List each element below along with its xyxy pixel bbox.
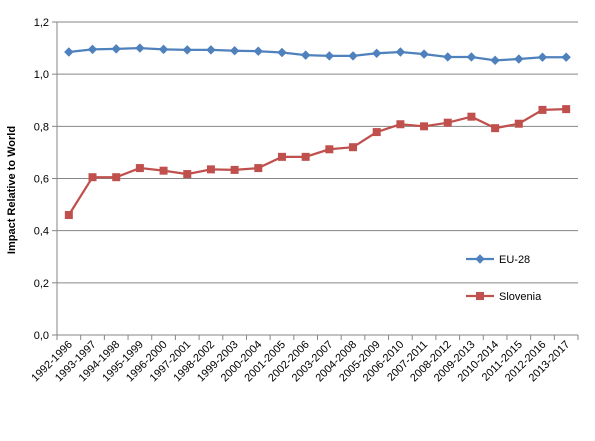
data-point-eu-28 <box>537 52 548 62</box>
y-tick-label: 0,2 <box>34 278 49 290</box>
y-tick-labels: 0,0 0,2 0,4 0,6 0,8 1,0 1,2 <box>34 17 49 342</box>
data-point-slovenia <box>254 164 263 173</box>
data-point-slovenia <box>64 211 73 220</box>
y-tick-label: 0,6 <box>34 174 49 186</box>
data-point-slovenia <box>135 164 144 173</box>
data-point-eu-28 <box>348 51 358 61</box>
data-point-slovenia <box>420 122 429 131</box>
data-point-eu-28 <box>111 44 121 54</box>
data-point-slovenia <box>443 118 452 127</box>
data-point-eu-28 <box>490 55 500 66</box>
data-point-slovenia <box>491 124 500 133</box>
data-point-eu-28 <box>158 44 169 55</box>
data-point-eu-28 <box>64 47 74 57</box>
data-point-slovenia <box>349 143 358 152</box>
data-point-eu-28 <box>466 52 477 62</box>
data-point-slovenia <box>230 165 239 174</box>
data-point-slovenia <box>372 128 381 137</box>
data-point-slovenia <box>88 173 97 182</box>
data-point-slovenia <box>159 166 168 175</box>
series-line-eu-28 <box>68 46 567 62</box>
data-point-slovenia <box>112 173 121 182</box>
y-tick-label: 0,0 <box>34 330 49 342</box>
series-lines <box>64 43 571 220</box>
data-point-eu-28 <box>182 45 192 55</box>
data-point-eu-28 <box>277 47 287 58</box>
data-point-eu-28 <box>514 54 524 64</box>
grid-lines <box>57 21 578 284</box>
data-point-slovenia <box>562 105 571 114</box>
data-point-eu-28 <box>135 43 145 53</box>
y-tick-label: 1,2 <box>34 17 49 29</box>
data-point-eu-28 <box>371 48 382 59</box>
y-tick-label: 0,8 <box>34 121 49 133</box>
data-point-slovenia <box>206 165 215 174</box>
data-point-eu-28 <box>561 52 571 62</box>
legend-marker-slovenia <box>476 292 484 300</box>
data-point-eu-28 <box>87 44 98 55</box>
data-point-eu-28 <box>324 51 335 61</box>
data-point-slovenia <box>514 119 523 128</box>
legend: EU-28 Slovenia <box>466 254 542 303</box>
data-point-slovenia <box>396 120 405 129</box>
x-tick-labels: 1992-19961993-19971994-19981995-19991996… <box>29 339 572 385</box>
data-point-eu-28 <box>300 50 311 60</box>
data-point-eu-28 <box>419 49 429 59</box>
data-point-slovenia <box>277 152 286 161</box>
y-tick-label: 0,4 <box>34 226 49 238</box>
data-point-eu-28 <box>206 45 216 55</box>
y-tick-label: 1,0 <box>34 69 49 81</box>
axes <box>52 21 579 340</box>
data-point-slovenia <box>538 105 547 114</box>
data-point-eu-28 <box>395 47 406 57</box>
data-point-slovenia <box>183 170 192 179</box>
legend-marker-eu-28 <box>475 254 485 264</box>
data-point-eu-28 <box>443 52 453 62</box>
legend-label-slovenia: Slovenia <box>499 291 542 303</box>
y-axis-title: Impact Relative to World <box>6 126 18 254</box>
series-line-slovenia <box>67 107 567 216</box>
data-point-slovenia <box>301 152 310 161</box>
data-point-slovenia <box>325 145 334 154</box>
legend-label-eu-28: EU-28 <box>499 254 530 266</box>
data-point-slovenia <box>467 112 476 121</box>
data-point-eu-28 <box>253 46 264 56</box>
data-point-eu-28 <box>229 45 240 56</box>
